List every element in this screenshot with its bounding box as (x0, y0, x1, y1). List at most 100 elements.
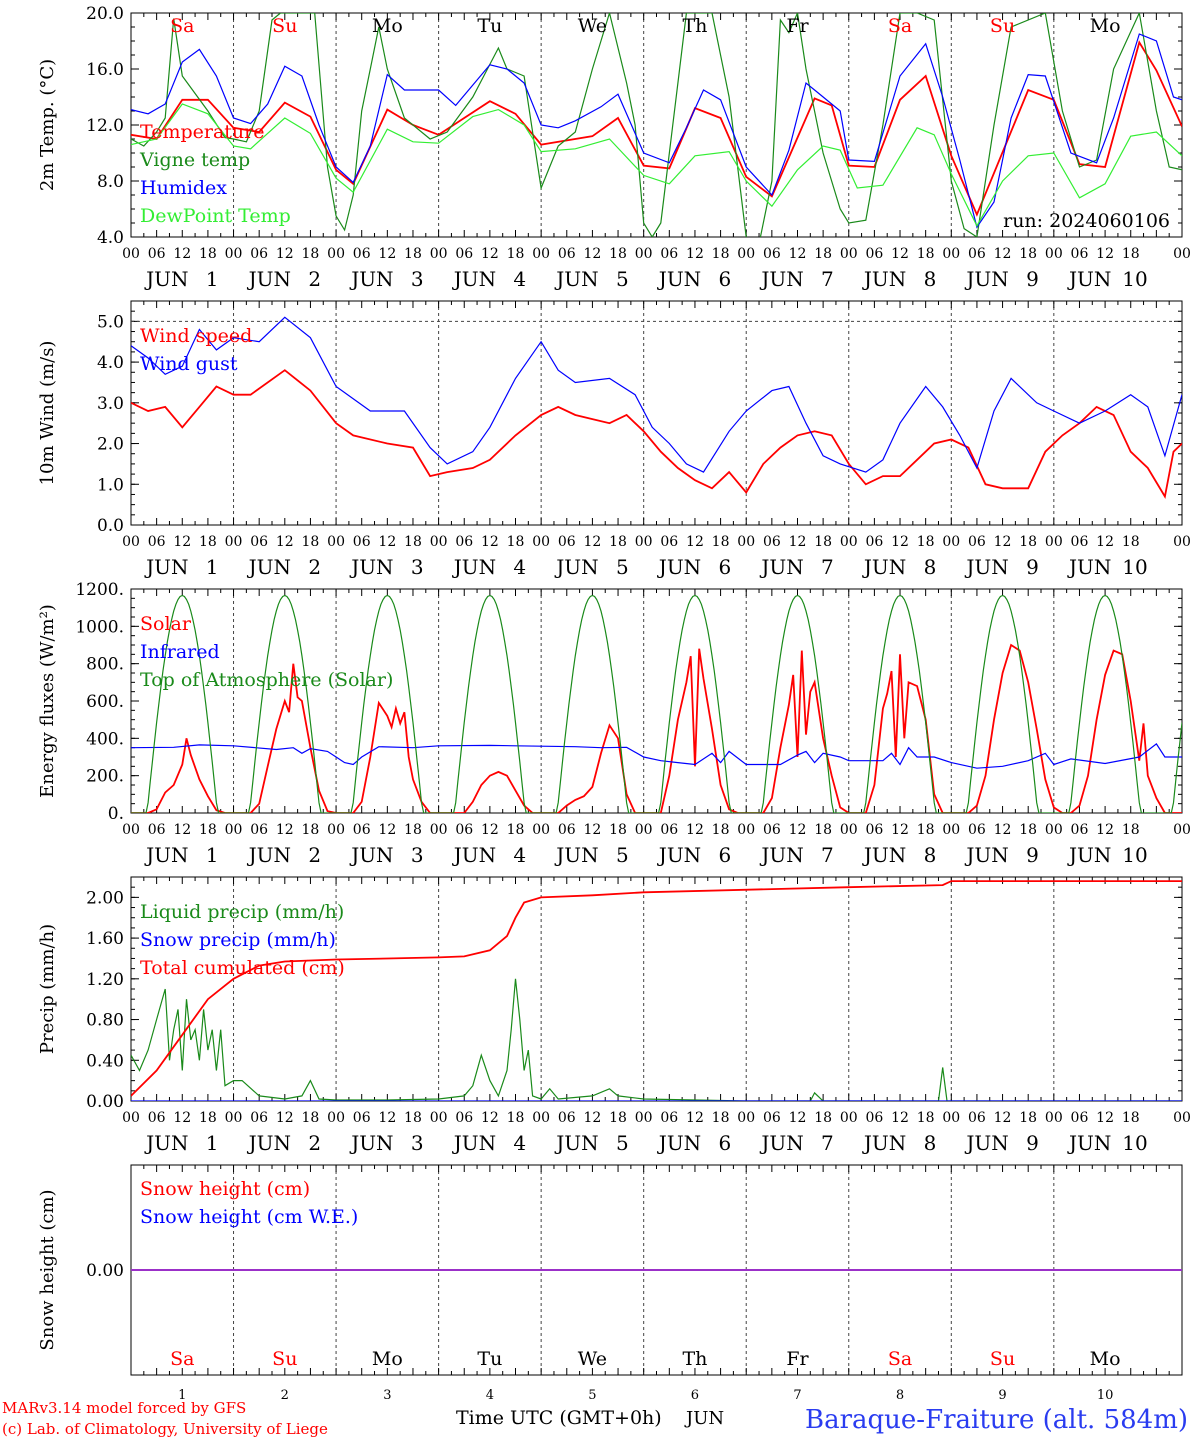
panel-3-month-label: JUN (247, 843, 291, 867)
panel-2-hour-label: 06 (353, 534, 371, 550)
panel-3-day-label: 2 (308, 843, 321, 867)
weekday-label-bottom: Mo (1090, 1348, 1121, 1370)
legend-total-cumulated-cm: Total cumulated (cm) (140, 957, 345, 979)
panel-3-hour-label: 18 (507, 822, 525, 838)
weekday-label-bottom: Th (682, 1348, 707, 1370)
panel-3-month-label: JUN (452, 843, 496, 867)
panel-4-hour-label: 06 (763, 1110, 781, 1126)
panel-2-hour-label: 06 (660, 534, 678, 550)
series-line-infrared (131, 743, 1182, 769)
series-line-wind-gust (131, 316, 1182, 473)
panel-3-y-tick-label: 400. (86, 729, 124, 749)
panel-4-y-tick-label: 0.80 (86, 1011, 124, 1031)
day-number-bottom: 2 (281, 1388, 289, 1403)
panel-3-hour-label: 18 (609, 822, 627, 838)
panel-4-hour-label: 00 (122, 1110, 140, 1126)
panel-2-month-label: JUN (657, 555, 701, 579)
panel-1-hour-label: 18 (917, 246, 935, 262)
panel-2-day-label: 9 (1026, 555, 1039, 579)
panel-2-month-label: JUN (1067, 555, 1111, 579)
panel-1-hour-label: 12 (173, 246, 191, 262)
legend-vigne-temp: Vigne temp (139, 149, 250, 171)
panel-1-month-label: JUN (144, 267, 188, 291)
panel-3-hour-label: 00 (327, 822, 345, 838)
panel-1-month-label: JUN (349, 267, 393, 291)
panel-1-month-label: JUN (247, 267, 291, 291)
panel-1-month-label: JUN (759, 267, 803, 291)
panel-4-y-tick-label: 1.20 (86, 970, 124, 990)
panel-1-hour-label: 12 (276, 246, 294, 262)
panel-3-y-tick-label: 0. (108, 804, 124, 824)
panel-5-y-axis-label: Snow height (cm) (37, 1189, 58, 1350)
panel-2-day-label: 3 (411, 555, 424, 579)
day-number-bottom: 3 (383, 1388, 391, 1403)
panel-1-y-tick-label: 16.0 (86, 60, 124, 80)
panel-3-hour-label: 18 (404, 822, 422, 838)
panel-3-hour-label: 00 (840, 822, 858, 838)
weekday-label-bottom: Mo (372, 1348, 403, 1370)
panel-2-hour-label: 00 (122, 534, 140, 550)
series-line-vigne-temp (131, 13, 1182, 237)
day-number-bottom: 4 (486, 1388, 494, 1403)
panel-1-hour-label: 00 (1045, 246, 1063, 262)
panel-3-day-label: 9 (1026, 843, 1039, 867)
panel-1-hour-label: 00 (942, 246, 960, 262)
panel-3-hour-label: 12 (173, 822, 191, 838)
weekday-label-top: Mo (1090, 15, 1121, 37)
panel-2-month-label: JUN (964, 555, 1008, 579)
weekday-label-top: Th (682, 15, 707, 37)
panel-1-hour-label: 00 (122, 246, 140, 262)
panel-2-month-label: JUN (759, 555, 803, 579)
panel-2-y-tick-label: 1.0 (97, 475, 124, 495)
panel-3-month-label: JUN (862, 843, 906, 867)
panel-2-month-label: JUN (862, 555, 906, 579)
panel-4-hour-label: 18 (1019, 1110, 1037, 1126)
panel-4-y-tick-label: 1.60 (86, 929, 124, 949)
panel-3-day-label: 10 (1122, 843, 1147, 867)
panel-4-hour-label: 12 (481, 1110, 499, 1126)
legend-humidex: Humidex (140, 177, 227, 199)
weekday-label-bottom: Su (990, 1348, 1015, 1370)
panel-3-day-label: 4 (513, 843, 526, 867)
panel-1-hour-label: 18 (712, 246, 730, 262)
panel-4-day-label: 8 (924, 1131, 937, 1155)
legend-top-of-atmosphere-solar: Top of Atmosphere (Solar) (140, 669, 393, 691)
weekday-label-top: Su (272, 15, 297, 37)
panel-1-hour-label: 06 (250, 246, 268, 262)
legend-dewpoint-temp: DewPoint Temp (140, 205, 291, 227)
panel-1-hour-label: 12 (891, 246, 909, 262)
panel-4-hour-label: 00 (840, 1110, 858, 1126)
weekday-label-top: We (578, 15, 607, 37)
panel-4-hour-label: 12 (1096, 1110, 1114, 1126)
panel-3-hour-label: 06 (1071, 822, 1089, 838)
panel-2-hour-label: 12 (276, 534, 294, 550)
panel-4-hour-label: 18 (404, 1110, 422, 1126)
panel-2-day-label: 5 (616, 555, 629, 579)
panel-2-day-label: 8 (924, 555, 937, 579)
panel-1-hour-label: 18 (814, 246, 832, 262)
panel-1-hour-label: 18 (1122, 246, 1140, 262)
panel-3-hour-label: 12 (686, 822, 704, 838)
legend-snow-height-cm-w-e: Snow height (cm W.E.) (140, 1206, 358, 1228)
panel-3-hour-label: 12 (276, 822, 294, 838)
panel-4-hour-label: 00 (737, 1110, 755, 1126)
panel-1-day-label: 8 (924, 267, 937, 291)
day-number-bottom: 9 (998, 1388, 1006, 1403)
panel-4-hour-label: 00 (225, 1110, 243, 1126)
panel-1-hour-label: 06 (763, 246, 781, 262)
panel-3-hour-label: 18 (712, 822, 730, 838)
panel-4-day-label: 2 (308, 1131, 321, 1155)
footer-station-name: Baraque-Fraiture (alt. 584m) (805, 1405, 1188, 1435)
panel-1-hour-label: 12 (686, 246, 704, 262)
panel-1-month-label: JUN (452, 267, 496, 291)
panel-3-hour-label: 06 (455, 822, 473, 838)
panel-1-y-tick-label: 8.0 (97, 172, 124, 192)
panel-2-hour-label: 18 (404, 534, 422, 550)
panel-1-hour-label: 18 (1019, 246, 1037, 262)
panel-4-month-label: JUN (657, 1131, 701, 1155)
panel-2-hour-label: 18 (1122, 534, 1140, 550)
panel-2-hour-label: 12 (584, 534, 602, 550)
panel-3-hour-label: 06 (968, 822, 986, 838)
panel-2-hour-label: 06 (558, 534, 576, 550)
panel-1-hour-label: 00 (635, 246, 653, 262)
